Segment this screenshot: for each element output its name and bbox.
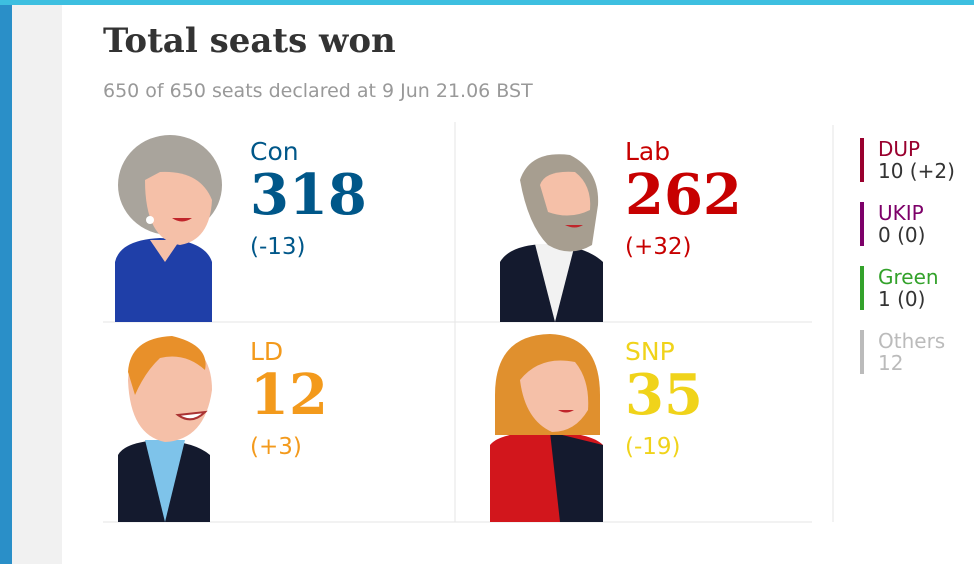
party-bar [860, 138, 864, 182]
minor-party-result: 0 (0) [878, 223, 925, 247]
minor-party-result: 10 (+2) [878, 159, 955, 183]
party-name: Con [250, 137, 299, 166]
party-bar [860, 330, 864, 374]
party-seats: 35 [625, 362, 703, 428]
party-name: LD [250, 337, 283, 366]
minor-party-name: Others [878, 329, 945, 353]
left-stripe [0, 0, 12, 564]
title: Total seats won [103, 21, 396, 61]
minor-party-name: DUP [878, 137, 920, 161]
party-seats: 318 [250, 162, 367, 228]
gutter [12, 5, 62, 564]
party-seats: 262 [625, 162, 742, 228]
party-change: (-13) [250, 234, 306, 260]
subtitle: 650 of 650 seats declared at 9 Jun 21.06… [103, 80, 533, 102]
party-name: Lab [625, 137, 670, 166]
party-change: (-19) [625, 434, 681, 460]
portrait-lab [500, 154, 603, 322]
minor-party-name: UKIP [878, 201, 924, 225]
party-name: SNP [625, 337, 675, 366]
minor-party-name: Green [878, 265, 939, 289]
minor-party-result: 1 (0) [878, 287, 925, 311]
party-bar [860, 202, 864, 246]
portrait-snp [490, 334, 603, 522]
party-change: (+32) [625, 234, 691, 260]
portrait-con [115, 135, 222, 322]
portrait-ld [118, 336, 212, 522]
top-stripe [0, 0, 974, 5]
party-seats: 12 [250, 362, 328, 428]
party-bar [860, 266, 864, 310]
minor-party-result: 12 [878, 351, 903, 375]
party-change: (+3) [250, 434, 302, 460]
